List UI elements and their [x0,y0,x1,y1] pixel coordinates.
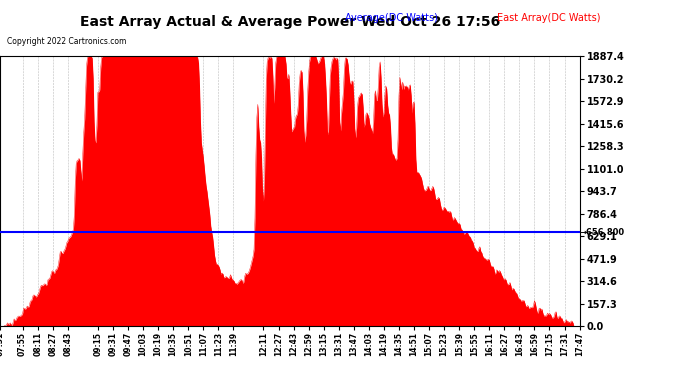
Text: Copyright 2022 Cartronics.com: Copyright 2022 Cartronics.com [7,38,126,46]
Text: →656.800: →656.800 [580,228,624,237]
Text: East Array Actual & Average Power Wed Oct 26 17:56: East Array Actual & Average Power Wed Oc… [79,15,500,29]
Text: Average(DC Watts): Average(DC Watts) [345,13,438,23]
Text: East Array(DC Watts): East Array(DC Watts) [497,13,600,23]
